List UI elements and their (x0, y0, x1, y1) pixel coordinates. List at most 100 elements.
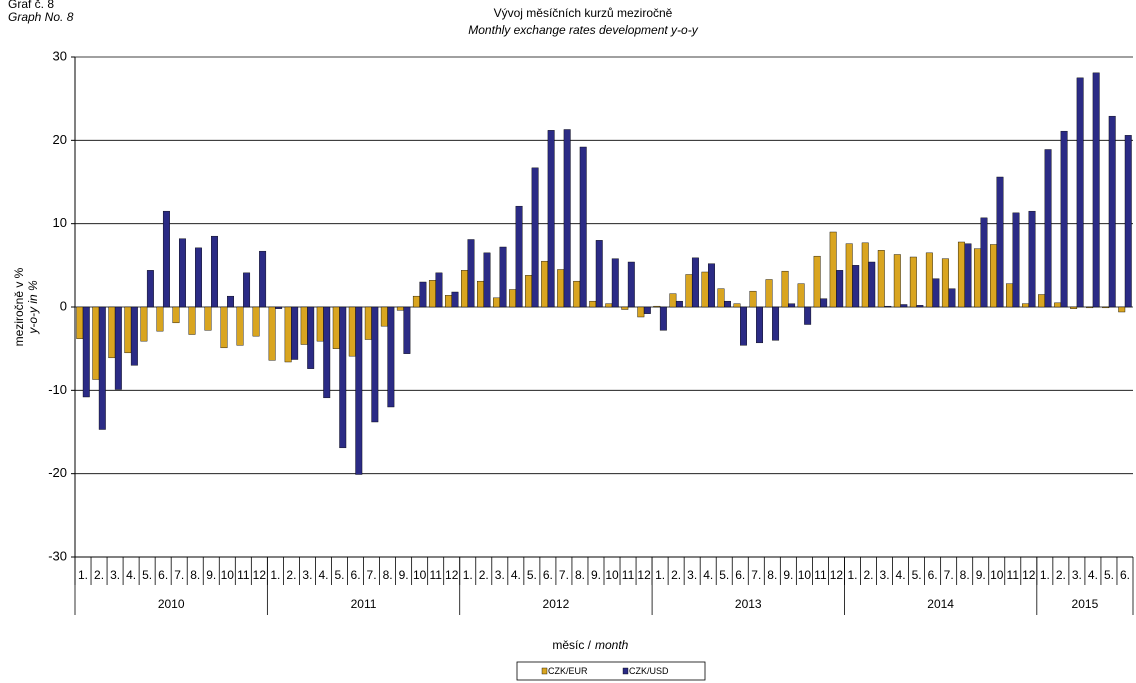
bar (300, 306, 308, 345)
bar (467, 239, 475, 308)
x-tick-label: 11 (622, 568, 635, 582)
bar (332, 306, 340, 349)
bar (451, 291, 459, 308)
x-tick-label: 3. (880, 568, 890, 582)
bar (1108, 115, 1116, 308)
bar (829, 231, 837, 308)
x-tick-label: 10 (413, 568, 427, 582)
bar (925, 252, 933, 308)
x-tick-label: 1. (1040, 568, 1050, 582)
bar (605, 303, 613, 308)
bar (733, 303, 741, 308)
bar (339, 306, 347, 449)
bar (195, 247, 202, 308)
bar (387, 306, 395, 408)
bar (268, 306, 276, 361)
bar (893, 254, 901, 308)
bar (932, 278, 940, 308)
bar (1118, 306, 1126, 313)
bar (653, 305, 661, 308)
bar (756, 306, 764, 344)
x-tick-label: 8. (960, 568, 970, 582)
x-tick-label: 9. (976, 568, 986, 582)
bar (130, 306, 138, 366)
bar (1092, 72, 1100, 308)
bar (675, 300, 683, 308)
bar (92, 306, 100, 380)
bar (461, 270, 468, 308)
bar (643, 306, 651, 314)
x-tick-label: 8. (767, 568, 777, 582)
year-label: 2013 (735, 597, 762, 611)
x-tick-label: 2. (94, 568, 104, 582)
bar (724, 300, 731, 308)
x-tick-label: 1. (78, 568, 88, 582)
bar (541, 260, 549, 308)
x-tick-label: 5. (1104, 568, 1114, 582)
bar (483, 252, 491, 308)
bar (1124, 135, 1132, 308)
y-tick-label: 20 (53, 132, 67, 147)
x-tick-label: 12 (637, 568, 651, 582)
bar (1028, 210, 1036, 308)
year-label: 2010 (158, 597, 185, 611)
bar (772, 306, 780, 341)
bar (284, 306, 292, 363)
bar (1102, 306, 1110, 309)
bar (380, 306, 388, 327)
bar (845, 243, 853, 308)
x-tick-label: 12 (253, 568, 267, 582)
y-tick-label: -20 (48, 465, 67, 480)
bar (1070, 306, 1078, 309)
x-tick-label: 11 (814, 568, 827, 582)
bar (204, 306, 212, 331)
bar (140, 306, 148, 342)
x-tick-label: 2. (1056, 568, 1066, 582)
x-tick-label: 10 (990, 568, 1004, 582)
x-tick-label: 9. (783, 568, 793, 582)
legend-swatch (541, 667, 548, 675)
bar (323, 306, 331, 399)
bar (685, 274, 693, 308)
bar (371, 306, 379, 423)
x-tick-label: 8. (190, 568, 200, 582)
x-tick-label: 3. (495, 568, 505, 582)
x-tick-label: 2. (863, 568, 873, 582)
bar (941, 258, 949, 308)
bar (76, 306, 84, 339)
bar (701, 271, 709, 308)
bar (973, 248, 981, 308)
bar (477, 280, 484, 308)
bar (948, 288, 956, 308)
chart-title: Vývoj měsíčních kurzů meziročně (494, 6, 673, 20)
x-tick-label: 10 (605, 568, 619, 582)
bar (227, 295, 235, 308)
x-tick-label: 6. (735, 568, 745, 582)
bar (990, 244, 997, 308)
bar (813, 255, 821, 308)
x-tick-label: 9. (399, 568, 409, 582)
x-tick-label: 12 (1022, 568, 1036, 582)
x-tick-label: 5. (142, 568, 152, 582)
bar (740, 306, 747, 346)
bar (573, 280, 581, 308)
bar (236, 306, 244, 346)
bar (659, 306, 667, 331)
bar (852, 265, 860, 308)
bar (396, 306, 404, 311)
year-label: 2014 (927, 597, 954, 611)
x-tick-label: 7. (174, 568, 184, 582)
bar (403, 306, 411, 354)
bar (557, 269, 565, 308)
bar (957, 241, 965, 308)
x-tick-label: 8. (575, 568, 585, 582)
bar (291, 306, 299, 360)
bar (547, 130, 555, 308)
x-tick-label: 6. (158, 568, 168, 582)
bar (146, 270, 154, 308)
bar (621, 306, 629, 310)
bar (900, 304, 908, 308)
bar (1054, 302, 1062, 308)
bar (525, 275, 533, 308)
x-tick-label: 1. (655, 568, 665, 582)
